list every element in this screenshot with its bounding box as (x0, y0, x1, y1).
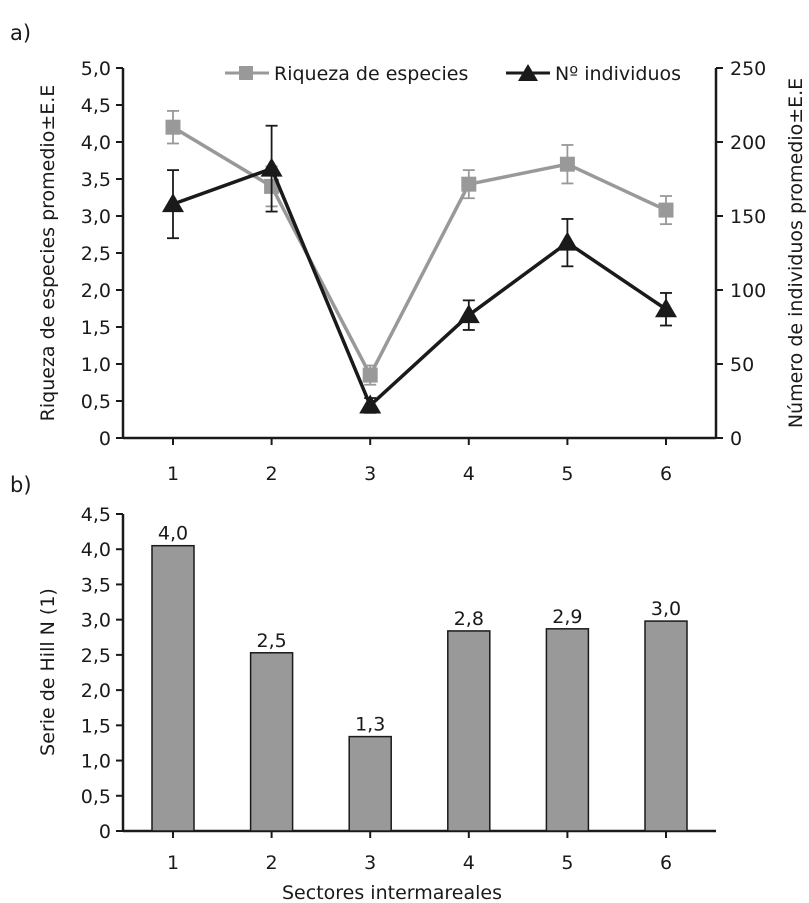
legend-individuos-marker (518, 64, 538, 81)
bar (545, 628, 590, 832)
data-point-square (658, 202, 674, 218)
panel-b-y-tick-label: 1,0 (81, 751, 111, 773)
panel-b-y-tick-label: 0 (99, 821, 111, 843)
panel-b-y-tick-label: 0,5 (81, 786, 111, 808)
bar-value-label: 2,5 (256, 630, 286, 652)
panel-b-x-tick-label: 6 (660, 852, 672, 874)
panel-b-label: b) (10, 473, 32, 497)
panel-a-right-tick-label: 150 (730, 206, 766, 228)
panel-b-y-tick-label: 1,5 (81, 715, 111, 737)
panel-b: Serie de Hill N (1) Sectores intermareal… (37, 504, 716, 903)
data-point-triangle (655, 298, 677, 318)
bar (151, 544, 195, 832)
panel-a-right-tick-label: 100 (730, 280, 766, 302)
bar (348, 735, 392, 832)
panel-b-y-tick-label: 4,5 (81, 504, 111, 526)
panel-a-x-tick-label: 2 (266, 463, 278, 485)
bar (644, 620, 688, 832)
panel-b-x-tick-label: 1 (167, 852, 179, 874)
panel-a-right-tick-label: 0 (730, 428, 742, 450)
series-line (172, 125, 667, 377)
panel-a-left-tick-label: 3,5 (81, 169, 111, 191)
data-point-square (165, 119, 181, 135)
bar-value-label: 4,0 (158, 523, 188, 545)
panel-a-left-tick-label: 3,0 (81, 206, 111, 228)
series-individuos (162, 124, 677, 414)
panel-b-x-tick-label: 3 (364, 852, 376, 874)
series-line (172, 166, 667, 408)
panel-a: Riqueza de especies promedio±E.E Número … (37, 58, 807, 485)
panel-a-left-tick-label: 4,0 (81, 132, 111, 154)
panel-b-x-label: Sectores intermareales (282, 882, 502, 903)
panel-a-right-tick-label: 200 (730, 132, 766, 154)
panel-a-y2-label: Número de individuos promedio±E.E (785, 78, 807, 428)
panel-b-x-tick-label: 5 (561, 852, 573, 874)
panel-a-left-tick-label: 1,0 (81, 354, 111, 376)
data-point-square (559, 156, 575, 172)
legend-riqueza-marker (239, 66, 253, 80)
panel-a-left-tick-label: 0 (99, 428, 111, 450)
panel-a-x-tick-label: 4 (463, 463, 475, 485)
bar (249, 652, 294, 832)
panel-a-left-tick-label: 5,0 (81, 58, 111, 80)
data-point-square (362, 367, 378, 383)
panel-b-y-tick-label: 4,0 (81, 539, 111, 561)
panel-b-x-tick-label: 2 (266, 852, 278, 874)
bar-value-label: 2,8 (454, 608, 484, 630)
panel-a-left-tick-label: 0,5 (81, 391, 111, 413)
panel-a-x-tick-label: 6 (660, 463, 672, 485)
panel-a-left-tick-label: 1,5 (81, 317, 111, 339)
panel-b-y-tick-label: 2,5 (81, 645, 111, 667)
panel-a-left-tick-label: 4,5 (81, 95, 111, 117)
panel-a-left-tick-label: 2,0 (81, 280, 111, 302)
data-point-square (461, 176, 477, 192)
panel-b-y-tick-label: 2,0 (81, 680, 111, 702)
panel-a-x-tick-label: 5 (561, 463, 573, 485)
panel-b-y-label: Serie de Hill N (1) (37, 588, 59, 756)
legend-individuos-label: Nº individuos (555, 63, 681, 85)
panel-a-label: a) (10, 21, 31, 45)
panel-a-legend: Riqueza de especies Nº individuos (225, 63, 681, 85)
panel-b-x-tick-label: 4 (463, 852, 475, 874)
panel-b-y-tick-label: 3,0 (81, 610, 111, 632)
panel-b-y-tick-label: 3,5 (81, 574, 111, 596)
series-riqueza (165, 110, 674, 386)
data-point-triangle (359, 394, 382, 414)
panel-a-x-tick-label: 1 (167, 463, 179, 485)
data-point-triangle (162, 193, 184, 213)
legend-riqueza-label: Riqueza de especies (274, 63, 468, 85)
panel-a-right-tick-label: 50 (730, 354, 754, 376)
panel-a-y-label: Riqueza de especies promedio±E.E (37, 85, 59, 422)
bar (447, 630, 491, 832)
data-point-triangle (457, 304, 480, 324)
data-point-triangle (260, 157, 283, 177)
data-point-triangle (556, 231, 579, 251)
bar-value-label: 1,3 (355, 714, 385, 736)
bar-value-label: 3,0 (651, 598, 681, 620)
panel-a-left-tick-label: 2,5 (81, 243, 111, 265)
panel-a-right-tick-label: 250 (730, 58, 766, 80)
bar-value-label: 2,9 (552, 606, 582, 628)
panel-a-x-tick-label: 3 (364, 463, 376, 485)
